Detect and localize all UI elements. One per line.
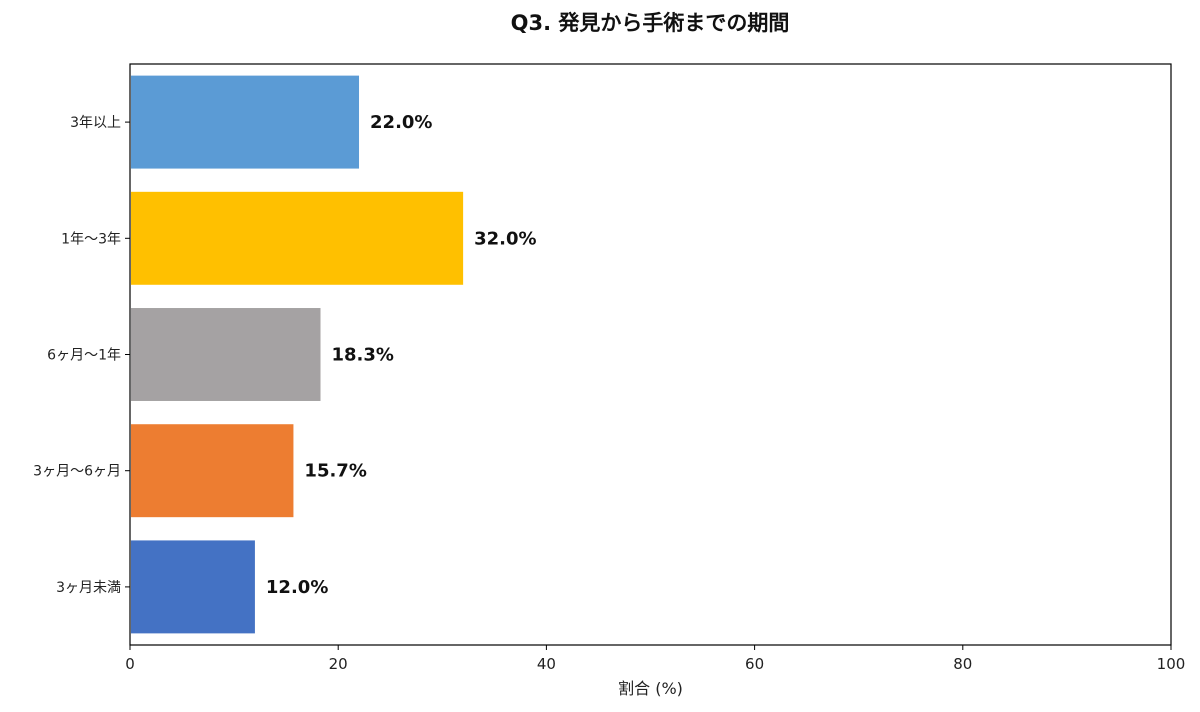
bar (131, 540, 255, 634)
data-label: 12.0% (266, 577, 328, 598)
category-label: 1年〜3年 (61, 231, 121, 247)
x-axis-ticks: 0 20 40 60 80 100 (125, 645, 1185, 673)
bar (131, 424, 294, 518)
bar (131, 75, 360, 169)
data-label: 22.0% (370, 112, 432, 133)
category-label: 6ヶ月〜1年 (47, 348, 121, 364)
value-labels: 22.0% 32.0% 18.3% 15.7% 12.0% (266, 112, 537, 598)
x-axis-title: 割合 (%) (618, 679, 683, 698)
x-tick-label: 60 (745, 655, 764, 673)
category-label: 3ヶ月〜6ヶ月 (33, 464, 121, 480)
data-label: 15.7% (304, 461, 366, 482)
data-label: 18.3% (332, 345, 394, 366)
chart-title: Q3. 発見から手術までの期間 (511, 11, 790, 35)
category-labels: 3年以上 1年〜3年 6ヶ月〜1年 3ヶ月〜6ヶ月 3ヶ月未満 (33, 115, 130, 596)
x-tick-label: 0 (125, 655, 135, 673)
bar (131, 191, 464, 285)
data-label: 32.0% (474, 228, 536, 249)
x-tick-label: 40 (537, 655, 556, 673)
category-label: 3ヶ月未満 (56, 580, 121, 596)
x-tick-label: 20 (329, 655, 348, 673)
bars-layer (131, 75, 464, 634)
x-tick-label: 80 (953, 655, 972, 673)
x-tick-label: 100 (1157, 655, 1186, 673)
bar (131, 308, 321, 401)
category-label: 3年以上 (70, 115, 121, 131)
